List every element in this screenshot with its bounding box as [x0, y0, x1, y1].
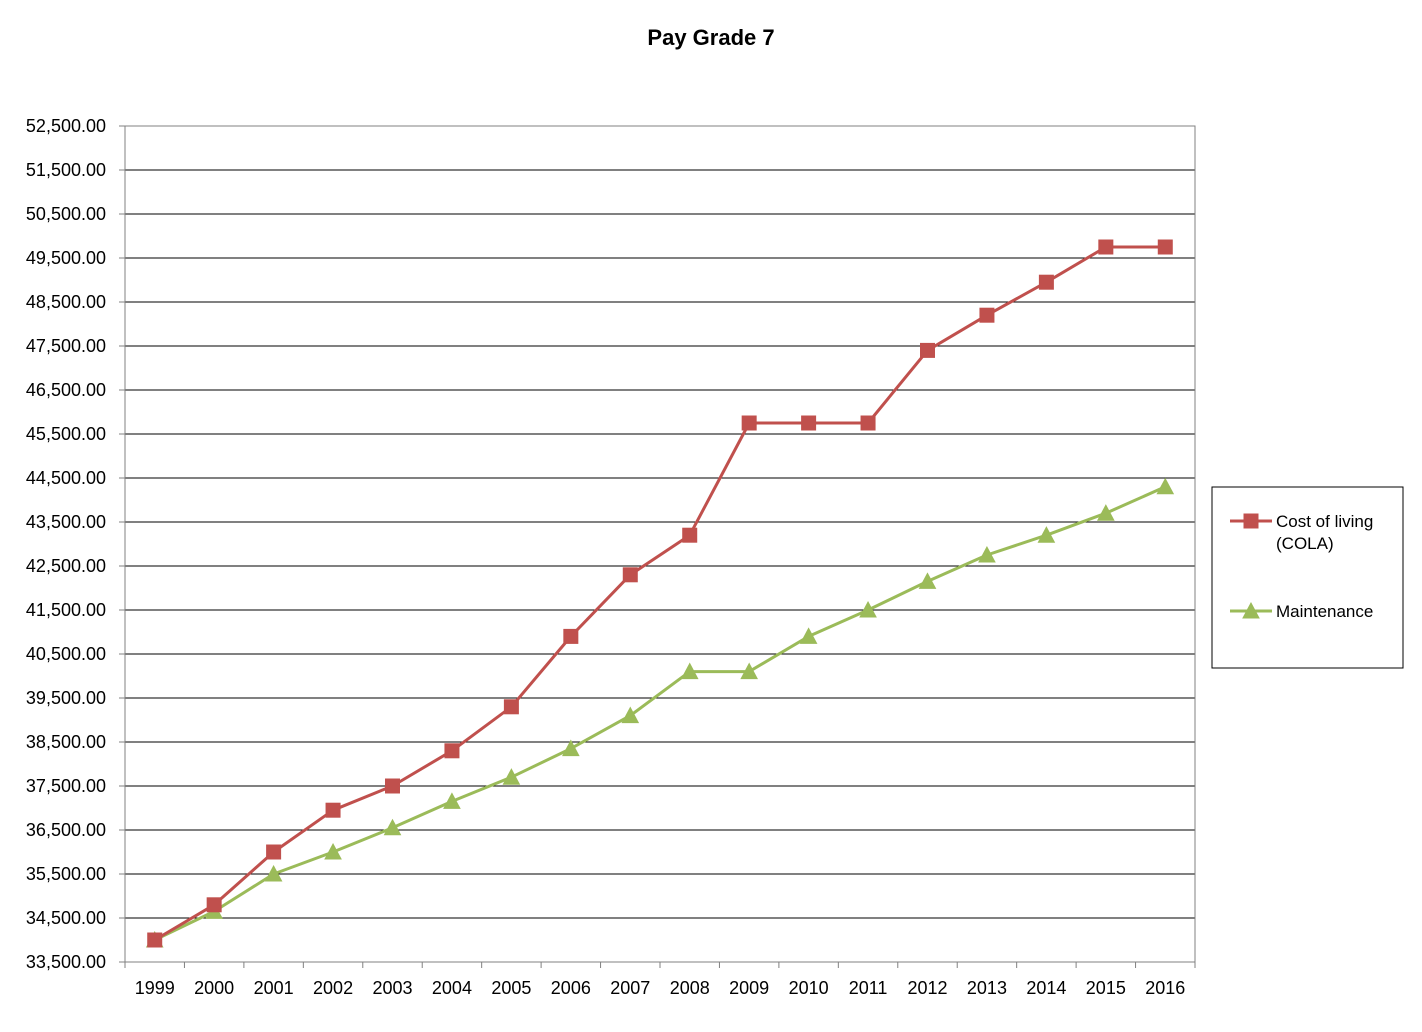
- data-point: [503, 699, 519, 715]
- data-point: [206, 897, 222, 913]
- x-tick-label: 2016: [1145, 978, 1185, 998]
- y-tick-label: 52,500.00: [26, 116, 106, 136]
- data-point: [741, 415, 757, 431]
- data-point: [325, 802, 341, 818]
- data-point: [918, 572, 937, 589]
- data-point: [1157, 239, 1173, 255]
- y-tick-label: 50,500.00: [26, 204, 106, 224]
- x-tick-label: 2007: [610, 978, 650, 998]
- data-point: [147, 932, 163, 948]
- data-point: [801, 415, 817, 431]
- series-line: [153, 245, 1166, 942]
- plot-area: [124, 125, 1196, 963]
- data-point: [799, 627, 818, 644]
- data-point: [383, 818, 402, 836]
- data-point: [740, 662, 759, 680]
- y-tick-label: 43,500.00: [26, 512, 106, 532]
- x-tick-label: 2013: [967, 978, 1007, 998]
- series-line: [154, 485, 1166, 942]
- data-point: [920, 342, 935, 358]
- data-point: [563, 628, 579, 644]
- data-point: [444, 743, 460, 759]
- y-tick-label: 35,500.00: [26, 864, 106, 884]
- series-1: [145, 477, 1175, 948]
- data-point: [1098, 239, 1114, 255]
- data-point: [622, 567, 638, 583]
- data-point: [978, 545, 996, 563]
- x-tick-label: 2010: [789, 978, 829, 998]
- y-tick-label: 48,500.00: [26, 292, 106, 312]
- data-point: [502, 768, 521, 785]
- x-tick-label: 1999: [135, 978, 175, 998]
- x-axis: 1999 2000 2001 2002 2003 2004 2005 2006 2007 2008…: [124, 962, 1196, 998]
- data-point: [324, 842, 342, 860]
- x-tick-label: 2004: [432, 978, 472, 998]
- data-point: [1038, 274, 1054, 290]
- y-tick-label: 44,500.00: [26, 468, 106, 488]
- y-tick-label: 46,500.00: [26, 380, 106, 400]
- legend: Cost of living (COLA) Maintenance: [1211, 486, 1404, 669]
- data-point: [859, 600, 877, 618]
- y-axis: 33,500.00 34,500.00 35,500.00 36,500.00 37,5…: [26, 116, 125, 972]
- x-tick-label: 2005: [491, 978, 531, 998]
- data-point: [385, 778, 400, 794]
- x-tick-label: 2003: [372, 978, 412, 998]
- legend-label: (COLA): [1276, 534, 1334, 553]
- data-point: [979, 307, 995, 323]
- x-tick-label: 2014: [1026, 978, 1066, 998]
- legend-label: Cost of living: [1276, 512, 1373, 531]
- x-tick-label: 2011: [849, 978, 888, 998]
- y-tick-label: 47,500.00: [26, 336, 106, 356]
- y-tick-label: 49,500.00: [26, 248, 106, 268]
- data-point: [621, 706, 640, 724]
- legend-entry: Maintenance: [1230, 601, 1373, 621]
- y-tick-label: 37,500.00: [26, 776, 106, 796]
- y-tick-label: 51,500.00: [26, 160, 106, 180]
- legend-label: Maintenance: [1276, 602, 1373, 621]
- chart-title: Pay Grade 7: [647, 25, 774, 50]
- data-point: [680, 662, 699, 680]
- x-tick-label: 2002: [313, 978, 353, 998]
- x-tick-label: 2000: [194, 978, 234, 998]
- y-tick-label: 39,500.00: [26, 688, 106, 708]
- y-tick-label: 45,500.00: [26, 424, 106, 444]
- legend-marker: [1242, 601, 1260, 619]
- series-0: [147, 239, 1173, 948]
- gridlines: [125, 125, 1195, 963]
- data-point: [561, 739, 580, 757]
- data-point: [264, 864, 283, 882]
- y-tick-label: 33,500.00: [26, 952, 106, 972]
- x-tick-label: 2015: [1086, 978, 1126, 998]
- legend-marker: [1243, 513, 1259, 529]
- y-tick-label: 36,500.00: [26, 820, 106, 840]
- data-point: [1037, 526, 1056, 543]
- series-lines: [145, 239, 1175, 948]
- x-tick-label: 2009: [729, 978, 769, 998]
- y-tick-label: 42,500.00: [26, 556, 106, 576]
- data-point: [443, 792, 461, 809]
- data-point: [1097, 504, 1115, 521]
- x-tick-label: 2001: [254, 978, 294, 998]
- y-tick-label: 38,500.00: [26, 732, 106, 752]
- legend-entry: Cost of living (COLA): [1230, 512, 1373, 553]
- x-tick-label: 2012: [907, 978, 947, 998]
- data-point: [266, 844, 282, 860]
- x-tick-label: 2008: [670, 978, 710, 998]
- y-tick-label: 41,500.00: [26, 600, 106, 620]
- y-tick-label: 40,500.00: [26, 644, 106, 664]
- data-point: [682, 527, 698, 543]
- data-point: [860, 415, 876, 431]
- x-tick-label: 2006: [551, 978, 591, 998]
- y-tick-label: 34,500.00: [26, 908, 106, 928]
- data-point: [1156, 477, 1175, 495]
